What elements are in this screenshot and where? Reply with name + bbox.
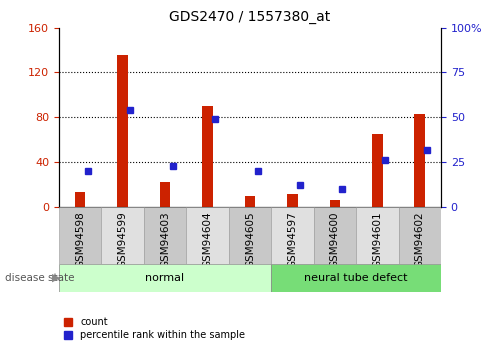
Bar <box>117 55 128 207</box>
Text: GSM94605: GSM94605 <box>245 211 255 268</box>
Bar <box>271 264 441 292</box>
Text: neural tube defect: neural tube defect <box>304 273 408 283</box>
Bar <box>229 207 271 264</box>
Text: GSM94601: GSM94601 <box>372 211 382 268</box>
Text: disease state: disease state <box>5 273 74 283</box>
Bar <box>202 106 213 207</box>
Bar <box>329 200 340 207</box>
Text: GSM94600: GSM94600 <box>330 211 340 268</box>
Bar <box>144 207 186 264</box>
Text: GSM94599: GSM94599 <box>118 211 127 268</box>
Bar <box>59 264 271 292</box>
Text: GSM94597: GSM94597 <box>287 211 297 268</box>
Title: GDS2470 / 1557380_at: GDS2470 / 1557380_at <box>169 10 331 24</box>
Bar <box>74 193 85 207</box>
Bar <box>101 207 144 264</box>
Bar <box>372 134 383 207</box>
Bar <box>356 207 398 264</box>
Text: GSM94602: GSM94602 <box>415 211 425 268</box>
Legend: count, percentile rank within the sample: count, percentile rank within the sample <box>64 317 245 340</box>
Text: ▶: ▶ <box>52 273 61 283</box>
Bar <box>398 207 441 264</box>
Bar <box>287 194 297 207</box>
Bar <box>186 207 229 264</box>
Text: GSM94604: GSM94604 <box>202 211 213 268</box>
Bar <box>271 207 314 264</box>
Text: GSM94598: GSM94598 <box>75 211 85 268</box>
Text: GSM94603: GSM94603 <box>160 211 170 268</box>
Bar <box>160 182 171 207</box>
Text: normal: normal <box>146 273 185 283</box>
Bar <box>415 114 425 207</box>
Bar <box>245 196 255 207</box>
Bar <box>314 207 356 264</box>
Bar <box>59 207 101 264</box>
